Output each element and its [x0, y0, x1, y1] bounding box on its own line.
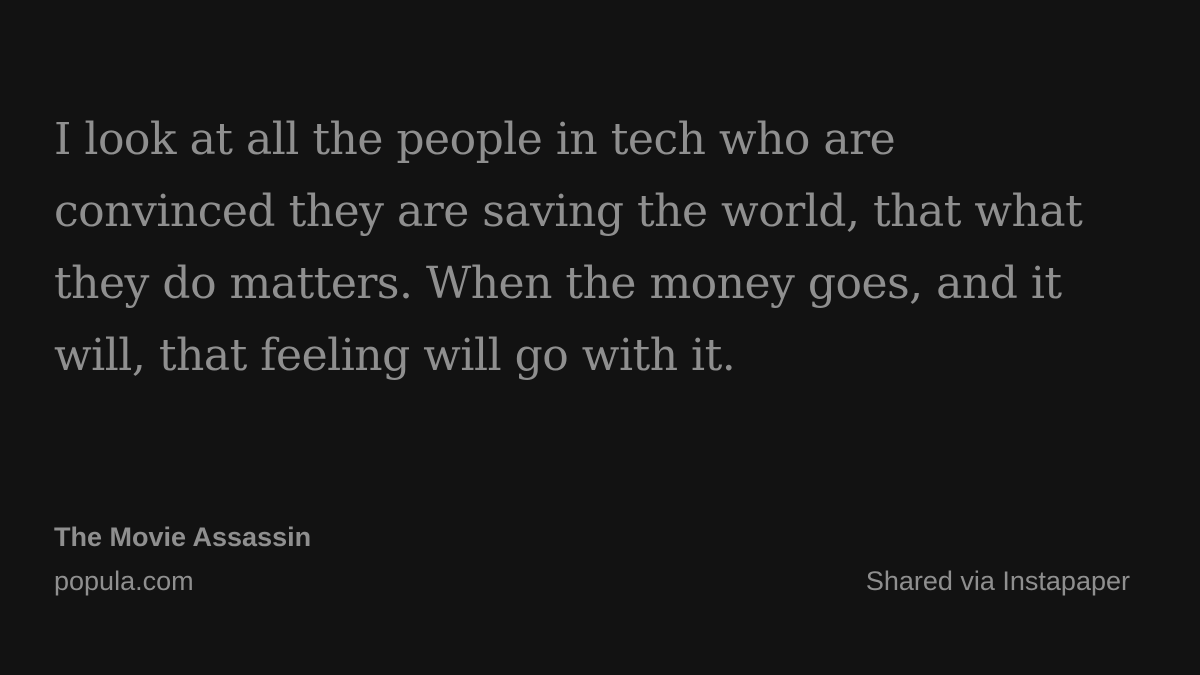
quote-line: will, that feeling will go with it. — [54, 330, 736, 381]
shared-via-label: Shared via Instapaper — [865, 566, 1130, 596]
quote-line: I look at all the people in tech who are — [54, 114, 896, 165]
article-title: The Movie Assassin — [54, 522, 312, 552]
highlighted-quote: I look at all the people in tech who are… — [54, 104, 1154, 392]
quote-line: convinced they are saving the world, tha… — [54, 186, 1083, 237]
source-domain-link[interactable]: popula.com — [54, 566, 194, 596]
quote-line: they do matters. When the money goes, an… — [54, 258, 1062, 309]
